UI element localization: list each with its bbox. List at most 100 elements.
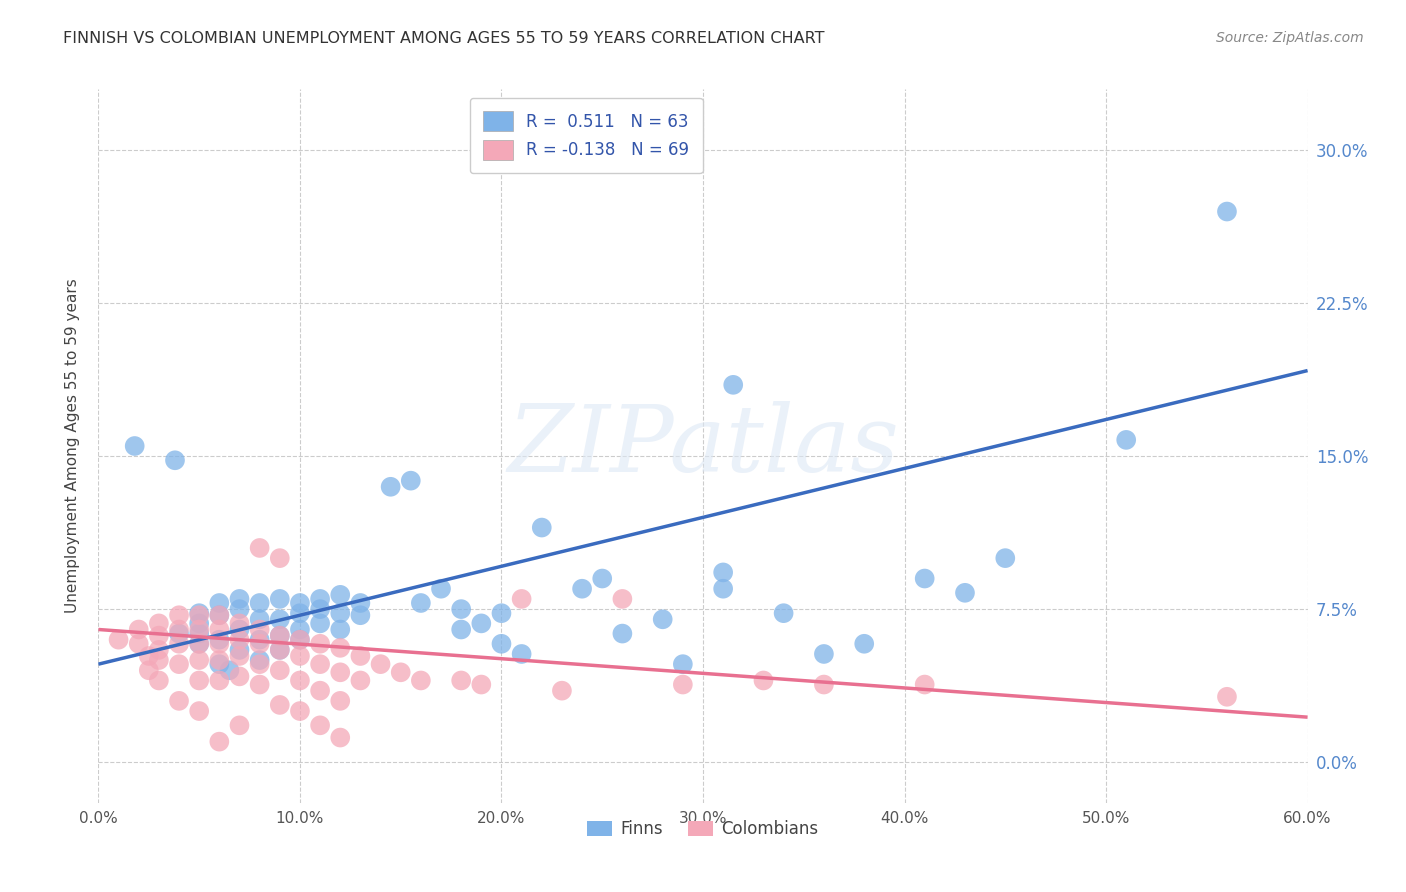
Point <box>288 623 311 637</box>
Point <box>309 718 332 732</box>
Point <box>711 566 734 580</box>
Point <box>218 663 240 677</box>
Point <box>309 591 332 606</box>
Point <box>370 657 392 672</box>
Point <box>208 673 231 688</box>
Point <box>399 474 422 488</box>
Point <box>380 480 402 494</box>
Point <box>208 657 231 672</box>
Point <box>228 648 250 663</box>
Point <box>309 657 332 672</box>
Point <box>309 616 332 631</box>
Point <box>329 694 352 708</box>
Point <box>450 673 472 688</box>
Point <box>188 623 211 637</box>
Point <box>208 623 231 637</box>
Point <box>249 653 271 667</box>
Point <box>208 596 231 610</box>
Point <box>208 608 231 623</box>
Point <box>269 591 291 606</box>
Point <box>269 643 291 657</box>
Point <box>349 596 371 610</box>
Point <box>148 629 170 643</box>
Point <box>329 588 352 602</box>
Point <box>612 591 634 606</box>
Point <box>228 669 250 683</box>
Point <box>188 616 211 631</box>
Point <box>711 582 734 596</box>
Point <box>651 612 673 626</box>
Point <box>672 657 695 672</box>
Point <box>188 704 211 718</box>
Point <box>349 648 371 663</box>
Point <box>269 629 291 643</box>
Point <box>138 663 160 677</box>
Point <box>249 637 271 651</box>
Point <box>249 541 271 555</box>
Point <box>228 643 250 657</box>
Point <box>167 608 190 623</box>
Point <box>309 683 332 698</box>
Point <box>249 596 271 610</box>
Point <box>772 606 794 620</box>
Text: Source: ZipAtlas.com: Source: ZipAtlas.com <box>1216 31 1364 45</box>
Point <box>813 647 835 661</box>
Point <box>510 591 533 606</box>
Point <box>329 606 352 620</box>
Point <box>288 673 311 688</box>
Point <box>208 734 231 748</box>
Point <box>188 637 211 651</box>
Text: ZIPatlas: ZIPatlas <box>508 401 898 491</box>
Point <box>269 698 291 712</box>
Text: FINNISH VS COLOMBIAN UNEMPLOYMENT AMONG AGES 55 TO 59 YEARS CORRELATION CHART: FINNISH VS COLOMBIAN UNEMPLOYMENT AMONG … <box>63 31 825 46</box>
Point <box>269 551 291 566</box>
Point <box>409 596 432 610</box>
Point <box>491 606 513 620</box>
Point <box>450 623 472 637</box>
Point <box>612 626 634 640</box>
Point <box>167 657 190 672</box>
Point <box>389 665 412 680</box>
Point <box>288 632 311 647</box>
Point <box>228 591 250 606</box>
Point <box>167 626 190 640</box>
Point <box>188 626 211 640</box>
Point <box>138 648 160 663</box>
Point <box>228 718 250 732</box>
Point <box>914 572 936 586</box>
Point <box>208 637 231 651</box>
Point <box>329 623 352 637</box>
Point <box>228 602 250 616</box>
Point <box>309 637 332 651</box>
Point <box>288 704 311 718</box>
Point <box>1216 204 1239 219</box>
Point <box>288 648 311 663</box>
Y-axis label: Unemployment Among Ages 55 to 59 years: Unemployment Among Ages 55 to 59 years <box>65 278 80 614</box>
Point <box>148 616 170 631</box>
Point <box>470 677 492 691</box>
Point <box>228 623 250 637</box>
Point <box>450 602 472 616</box>
Point <box>1216 690 1239 704</box>
Point <box>188 653 211 667</box>
Point <box>269 629 291 643</box>
Point <box>128 623 150 637</box>
Point <box>723 377 745 392</box>
Point <box>188 606 211 620</box>
Point <box>349 673 371 688</box>
Point <box>269 663 291 677</box>
Point <box>309 602 332 616</box>
Point <box>752 673 775 688</box>
Point <box>530 520 553 534</box>
Point <box>188 608 211 623</box>
Point <box>1115 433 1137 447</box>
Point <box>510 647 533 661</box>
Point <box>288 596 311 610</box>
Point <box>329 640 352 655</box>
Point <box>269 612 291 626</box>
Point <box>128 637 150 651</box>
Point <box>551 683 574 698</box>
Point <box>249 677 271 691</box>
Point <box>329 665 352 680</box>
Point <box>228 616 250 631</box>
